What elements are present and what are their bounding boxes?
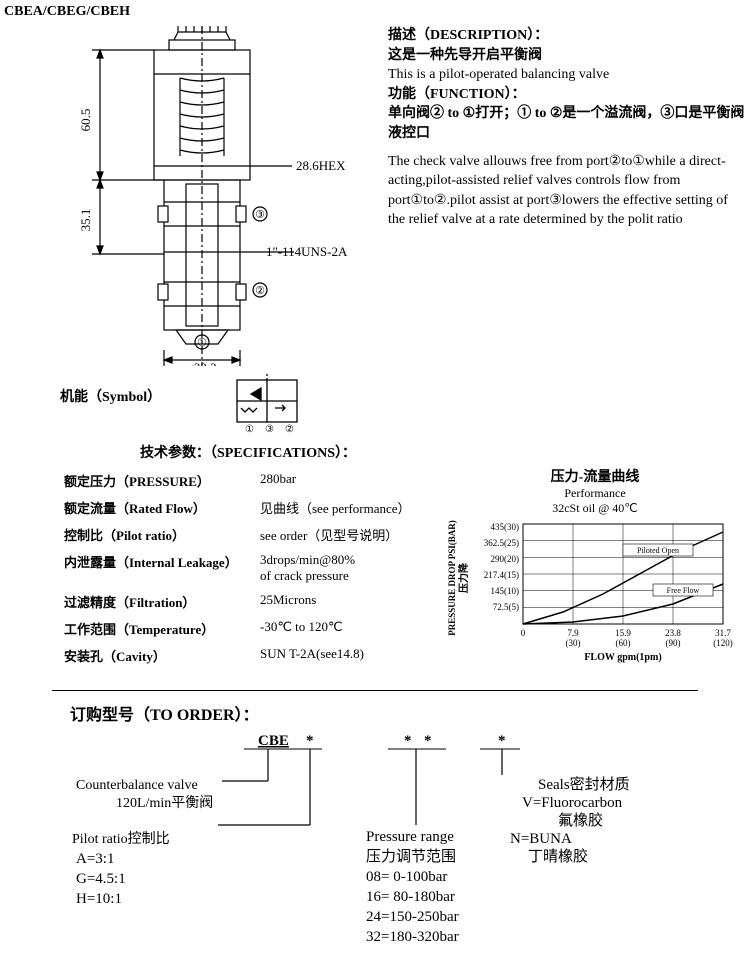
desc-heading: 描述（DESCRIPTION）：	[388, 28, 548, 43]
svg-text:72.5(5): 72.5(5)	[493, 602, 519, 612]
svg-text:氟橡胶: 氟橡胶	[558, 812, 603, 829]
svg-text:23.8: 23.8	[665, 628, 681, 638]
svg-text:A=3:1: A=3:1	[76, 851, 114, 867]
desc-cn: 这是一种先导开启平衡阀	[388, 48, 542, 63]
svg-text:7.9: 7.9	[567, 628, 579, 638]
svg-text:35.1: 35.1	[78, 209, 93, 232]
svg-text:PRESSURE DROP PSI(BAR): PRESSURE DROP PSI(BAR)	[447, 520, 457, 636]
svg-text:(120): (120)	[713, 638, 733, 648]
svg-text:CBE: CBE	[258, 733, 289, 749]
svg-text:Piloted Open: Piloted Open	[637, 546, 679, 555]
svg-text:290(20): 290(20)	[491, 554, 520, 564]
svg-text:*: *	[306, 733, 314, 749]
svg-text:ø22.2: ø22.2	[187, 360, 216, 366]
svg-text:压力降: 压力降	[457, 562, 470, 593]
svg-text:①: ①	[197, 337, 207, 349]
svg-text:1"-114UNS-2A: 1"-114UNS-2A	[266, 244, 348, 259]
svg-text:G=4.5:1: G=4.5:1	[76, 871, 126, 887]
table-row: 过滤精度（Filtration）25Microns	[62, 589, 442, 614]
svg-text:FLOW gpm(1pm): FLOW gpm(1pm)	[584, 652, 661, 663]
description-block: 描述（DESCRIPTION）： 这是一种先导开启平衡阀 This is a p…	[384, 26, 746, 230]
svg-text:H=10:1: H=10:1	[76, 891, 122, 907]
table-row: 工作范围（Temperature）-30℃ to 120℃	[62, 616, 442, 641]
chart-oil: 32cSt oil @ 40℃	[444, 501, 746, 516]
svg-text:217.4(15): 217.4(15)	[484, 570, 519, 580]
func-en: The check valve allouws free from port②t…	[388, 152, 746, 230]
svg-text:24=150-250bar: 24=150-250bar	[366, 909, 459, 925]
hydraulic-symbol: ① ③ ②	[231, 374, 303, 438]
svg-text:60.5: 60.5	[78, 109, 93, 132]
svg-text:③: ③	[265, 424, 274, 434]
svg-text:08= 0-100bar: 08= 0-100bar	[366, 869, 447, 885]
svg-text:丁晴橡胶: 丁晴橡胶	[528, 848, 588, 865]
svg-text:②: ②	[255, 285, 265, 297]
svg-text:V=Fluorocarbon: V=Fluorocarbon	[522, 795, 623, 811]
svg-text:145(10): 145(10)	[491, 586, 520, 596]
svg-text:0: 0	[521, 628, 526, 638]
svg-text:(90): (90)	[666, 638, 681, 648]
table-row: 安装孔（Cavity）SUN T-2A(see14.8)	[62, 643, 442, 668]
svg-text:16= 80-180bar: 16= 80-180bar	[366, 889, 455, 905]
order-diagram: CBE * * * * Counterbalance valve 120L/mi…	[68, 725, 708, 955]
svg-text:120L/min平衡阀: 120L/min平衡阀	[116, 795, 213, 811]
svg-text:*: *	[404, 733, 412, 749]
svg-text:28.6HEX: 28.6HEX	[296, 158, 346, 173]
svg-text:32=180-320bar: 32=180-320bar	[366, 929, 459, 945]
svg-text:②: ②	[285, 424, 294, 434]
svg-text:Seals密封材质: Seals密封材质	[538, 776, 630, 793]
svg-text:(30): (30)	[566, 638, 581, 648]
performance-chart: 压力-流量曲线 Performance 32cSt oil @ 40℃	[444, 466, 746, 672]
svg-text:*: *	[424, 733, 432, 749]
func-cn: 单向阀② to ①打开；① to ②是一个溢流阀，③口是平衡阀液控口	[388, 106, 744, 141]
table-row: 额定流量（Rated Flow）见曲线（see performance）	[62, 495, 442, 520]
chart-title: 压力-流量曲线	[444, 466, 746, 486]
svg-text:*: *	[498, 733, 506, 749]
table-row: 内泄露量（Internal Leakage）3drops/min@80% of …	[62, 549, 442, 587]
table-row: 控制比（Pilot ratio）see order（见型号说明）	[62, 522, 442, 547]
desc-en: This is a pilot-operated balancing valve	[388, 65, 746, 85]
svg-text:压力调节范围: 压力调节范围	[366, 848, 456, 865]
svg-text:Free Flow: Free Flow	[667, 586, 700, 595]
func-heading: 功能（FUNCTION）：	[388, 87, 526, 102]
svg-text:Pilot ratio控制比: Pilot ratio控制比	[72, 831, 170, 847]
specs-table: 额定压力（PRESSURE）280bar 额定流量（Rated Flow）见曲线…	[60, 466, 444, 670]
symbol-label: 机能（Symbol）	[4, 374, 161, 406]
specs-title: 技术参数：（SPECIFICATIONS）：	[4, 442, 746, 462]
svg-text:①: ①	[245, 424, 254, 434]
svg-text:③: ③	[255, 209, 265, 221]
model-code: CBEA/CBEG/CBEH	[4, 4, 746, 20]
svg-text:N=BUNA: N=BUNA	[510, 831, 572, 847]
order-title: 订购型号（TO ORDER）：	[4, 701, 746, 725]
svg-text:435(30): 435(30)	[491, 522, 520, 532]
svg-text:Pressure range: Pressure range	[366, 829, 454, 845]
svg-text:Counterbalance valve: Counterbalance valve	[76, 778, 198, 793]
svg-text:362.5(25): 362.5(25)	[484, 538, 519, 548]
svg-text:31.7: 31.7	[715, 628, 731, 638]
chart-subtitle: Performance	[444, 486, 746, 501]
divider	[52, 690, 698, 691]
table-row: 额定压力（PRESSURE）280bar	[62, 468, 442, 493]
technical-drawing: 60.5 35.1 28.6HEX 1"-114UNS-2A ③ ② ① ø22…	[4, 26, 384, 370]
svg-text:15.9: 15.9	[615, 628, 631, 638]
svg-text:(60): (60)	[616, 638, 631, 648]
